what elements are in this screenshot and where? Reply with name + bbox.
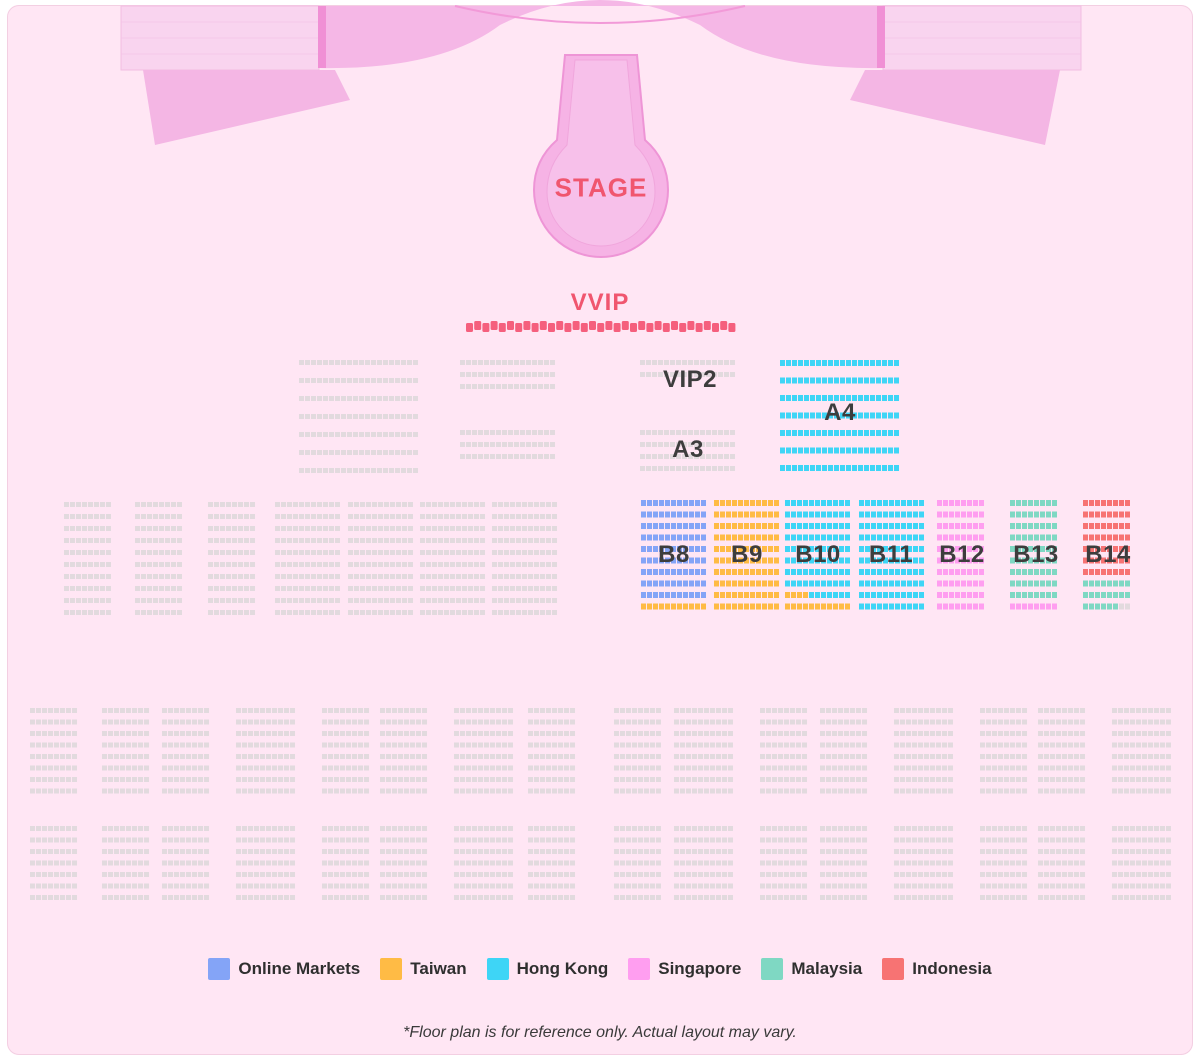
legend-swatch	[761, 958, 784, 980]
section-c-lower-12[interactable]	[820, 826, 867, 900]
section-c-upper-3[interactable]	[162, 708, 209, 794]
section-c-lower-4[interactable]	[236, 826, 295, 900]
section-b-left-4[interactable]	[275, 502, 340, 615]
section-c-upper-13[interactable]	[894, 708, 953, 794]
section-c-lower-8[interactable]	[528, 826, 575, 900]
legend-label: Malaysia	[791, 959, 863, 978]
legend-item-indonesia: Indonesia	[882, 958, 992, 980]
section-c-upper-10[interactable]	[674, 708, 733, 794]
section-c-upper-1[interactable]	[30, 708, 77, 794]
stage-structure	[120, 0, 1082, 258]
legend-item-taiwan: Taiwan	[380, 958, 467, 980]
section-c-lower-2[interactable]	[102, 826, 149, 900]
section-c-lower-11[interactable]	[760, 826, 807, 900]
stage-label: STAGE	[554, 172, 648, 203]
section-c-upper-5[interactable]	[322, 708, 369, 794]
section-c-upper-9[interactable]	[614, 708, 661, 794]
legend-swatch	[380, 958, 403, 980]
section-c-lower-9[interactable]	[614, 826, 661, 900]
section-c-upper-11[interactable]	[760, 708, 807, 794]
section-c-upper-6[interactable]	[380, 708, 427, 794]
section-c-lower-16[interactable]	[1112, 826, 1171, 900]
section-a2-lower[interactable]	[460, 430, 555, 459]
section-b-left-2[interactable]	[135, 502, 182, 615]
section-b14[interactable]	[1083, 500, 1130, 610]
section-c-upper-8[interactable]	[528, 708, 575, 794]
legend-item-online-markets: Online Markets	[208, 958, 360, 980]
legend-swatch	[882, 958, 905, 980]
section-c-lower-3[interactable]	[162, 826, 209, 900]
legend-item-singapore: Singapore	[628, 958, 741, 980]
section-b-left-1[interactable]	[64, 502, 111, 615]
section-label-b12: B12	[939, 541, 985, 568]
section-b9[interactable]	[714, 500, 779, 610]
section-c-upper-16[interactable]	[1112, 708, 1171, 794]
legend-label: Singapore	[658, 959, 742, 978]
section-b-left-5[interactable]	[348, 502, 413, 615]
section-c-upper-4[interactable]	[236, 708, 295, 794]
section-c-lower-10[interactable]	[674, 826, 733, 900]
legend: Online Markets Taiwan Hong Kong Singapor…	[0, 958, 1200, 980]
section-c-lower-14[interactable]	[980, 826, 1027, 900]
section-label-b9: B9	[731, 541, 763, 568]
section-b-left-7[interactable]	[492, 502, 557, 615]
section-c-upper-15[interactable]	[1038, 708, 1085, 794]
section-c-lower-5[interactable]	[322, 826, 369, 900]
section-label-b11: B11	[868, 541, 914, 568]
section-b10[interactable]	[785, 500, 850, 610]
section-c-lower-6[interactable]	[380, 826, 427, 900]
legend-label: Online Markets	[238, 959, 361, 978]
legend-item-hong-kong: Hong Kong	[486, 958, 609, 980]
legend-swatch	[486, 958, 509, 980]
section-label-b8: B8	[658, 541, 690, 568]
section-label-b13: B13	[1013, 541, 1059, 568]
section-b-left-6[interactable]	[420, 502, 485, 615]
section-vip2[interactable]	[640, 360, 735, 377]
legend-label: Taiwan	[410, 959, 467, 978]
section-a3[interactable]	[640, 430, 735, 471]
legend-swatch	[208, 958, 231, 980]
vvip-seats[interactable]	[466, 321, 736, 332]
legend-item-malaysia: Malaysia	[761, 958, 862, 980]
section-a4[interactable]	[780, 360, 899, 471]
legend-label: Hong Kong	[516, 959, 609, 978]
section-c-lower-7[interactable]	[454, 826, 513, 900]
section-label-b14: B14	[1085, 541, 1131, 568]
section-c-upper-14[interactable]	[980, 708, 1027, 794]
section-b8[interactable]	[641, 500, 706, 610]
section-c-lower-15[interactable]	[1038, 826, 1085, 900]
section-label-a4: A4	[824, 399, 856, 426]
section-label-b10: B10	[795, 541, 841, 568]
section-c-upper-7[interactable]	[454, 708, 513, 794]
section-c-upper-12[interactable]	[820, 708, 867, 794]
section-b-left-3[interactable]	[208, 502, 255, 615]
section-c-upper-2[interactable]	[102, 708, 149, 794]
section-b11[interactable]	[859, 500, 924, 610]
section-a1[interactable]	[299, 360, 418, 473]
section-label-vip2: VIP2	[662, 366, 718, 393]
disclaimer-note: *Floor plan is for reference only. Actua…	[403, 1024, 797, 1041]
section-b13[interactable]	[1010, 500, 1057, 610]
legend-swatch	[628, 958, 651, 980]
section-c-lower-1[interactable]	[30, 826, 77, 900]
legend-label: Indonesia	[912, 959, 992, 978]
section-c-lower-13[interactable]	[894, 826, 953, 900]
vvip-label: VVIP	[570, 289, 630, 316]
section-b12[interactable]	[937, 500, 984, 610]
section-label-a3: A3	[672, 436, 704, 463]
section-a2[interactable]	[460, 360, 555, 389]
